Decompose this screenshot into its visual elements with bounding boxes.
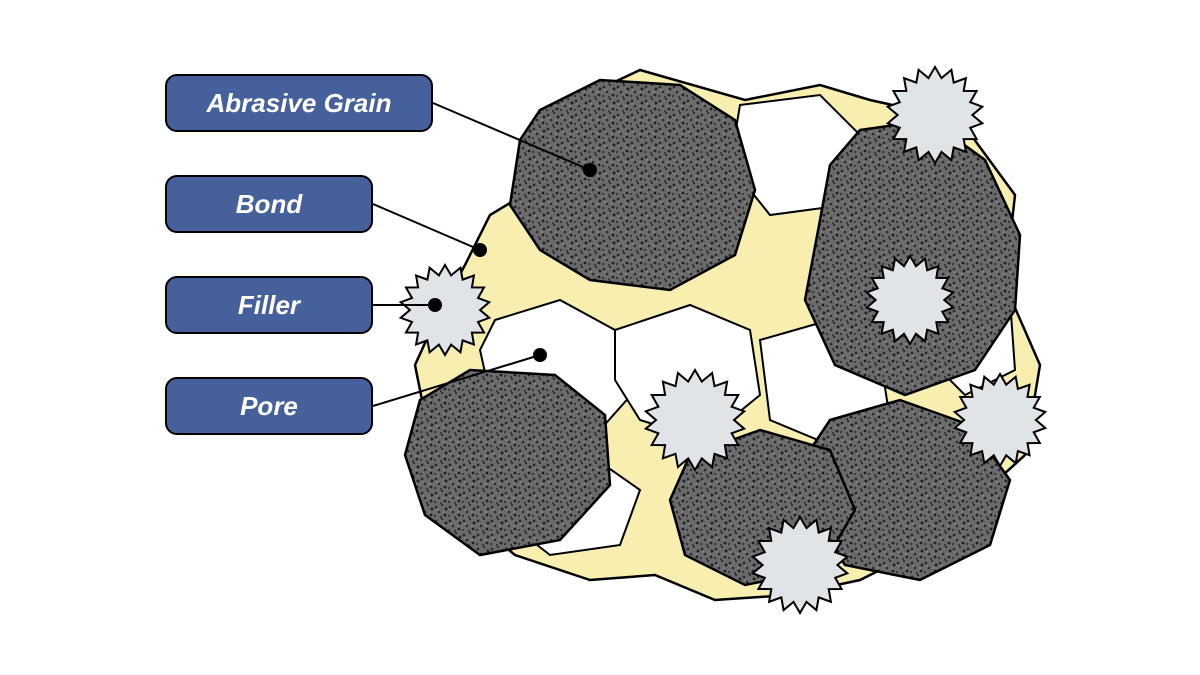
diagram-container: Abrasive Grain Bond Filler Pore <box>0 0 1200 675</box>
label-filler: Filler <box>165 276 373 334</box>
label-abrasive-grain: Abrasive Grain <box>165 74 433 132</box>
label-pore: Pore <box>165 377 373 435</box>
label-text: Abrasive Grain <box>207 88 392 119</box>
label-text: Filler <box>238 290 300 321</box>
label-text: Bond <box>236 189 302 220</box>
label-bond: Bond <box>165 175 373 233</box>
label-text: Pore <box>240 391 298 422</box>
